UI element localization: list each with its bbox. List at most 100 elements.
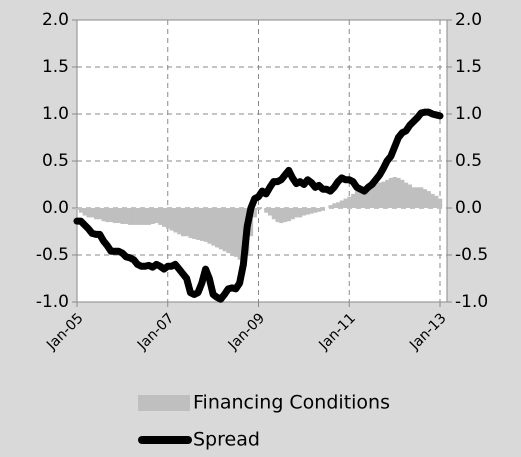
bar — [328, 205, 333, 208]
bar — [309, 208, 314, 214]
bar — [150, 208, 155, 224]
bar — [381, 181, 386, 208]
bar — [188, 208, 193, 239]
y-tick-label: 1.5 — [42, 57, 69, 77]
bar — [173, 208, 178, 233]
y-tick-label: 1.0 — [42, 104, 69, 124]
legend-label: Spread — [193, 429, 260, 451]
bar — [434, 195, 439, 208]
bar — [196, 208, 201, 240]
bar — [294, 208, 299, 218]
bar — [362, 187, 367, 208]
bar — [438, 198, 443, 208]
bar — [97, 208, 102, 220]
y2-tick-label: -1.0 — [455, 292, 488, 312]
y2-tick-label: 1.5 — [455, 57, 482, 77]
bar — [218, 208, 223, 250]
bar — [388, 177, 394, 208]
bar — [286, 208, 291, 222]
y2-tick-label: -0.5 — [455, 245, 488, 265]
y-tick-label: -1.0 — [36, 292, 69, 312]
bar — [112, 208, 118, 224]
x-tick-label: Jan-11 — [315, 310, 358, 353]
bar — [396, 177, 401, 208]
bar — [298, 208, 303, 218]
y2-tick-label: 0.5 — [455, 151, 482, 171]
x-tick-label: Jan-07 — [134, 310, 177, 353]
bar — [336, 202, 341, 208]
bar — [165, 208, 170, 229]
bar — [279, 208, 284, 224]
bar — [222, 208, 227, 252]
bar — [415, 187, 420, 208]
bar — [275, 208, 280, 223]
bar — [192, 208, 197, 240]
bar — [430, 193, 435, 208]
bar — [252, 208, 257, 218]
bar — [305, 208, 310, 215]
bar — [230, 208, 235, 255]
bar — [120, 208, 125, 224]
bar — [400, 179, 405, 208]
bar — [366, 187, 371, 208]
bar — [377, 182, 382, 208]
bar — [90, 208, 95, 218]
bar — [283, 208, 288, 223]
bar — [354, 191, 360, 208]
bar — [131, 208, 136, 225]
bar — [385, 179, 390, 208]
bar — [317, 208, 322, 212]
bar — [422, 189, 428, 208]
bar — [426, 191, 431, 208]
y2-tick-label: 2.0 — [455, 10, 482, 30]
y-tick-label: -0.5 — [36, 245, 69, 265]
bar — [370, 187, 375, 208]
bar — [226, 208, 231, 254]
line — [73, 108, 444, 303]
bar — [264, 208, 269, 213]
bar — [211, 208, 216, 246]
bar — [404, 182, 409, 208]
bar — [94, 208, 99, 220]
bar — [339, 200, 344, 208]
bar — [358, 189, 363, 208]
y-tick-label: 2.0 — [42, 10, 69, 30]
bar — [143, 208, 148, 225]
bar — [203, 208, 208, 242]
x-tick-label: Jan-05 — [43, 310, 86, 353]
bar — [199, 208, 204, 241]
bar — [109, 208, 114, 223]
bar — [78, 208, 83, 213]
y-tick-label: 0.5 — [42, 151, 69, 171]
bar — [373, 184, 378, 208]
bar — [313, 208, 318, 213]
bar — [124, 208, 129, 224]
bar — [180, 208, 186, 237]
bar — [116, 208, 121, 224]
bar — [392, 176, 397, 208]
bar — [154, 208, 159, 224]
bar — [128, 208, 133, 225]
bar — [343, 198, 348, 208]
bar — [301, 208, 307, 216]
legend-label: Financing Conditions — [193, 392, 390, 414]
x-tick-label: Jan-13 — [406, 310, 449, 353]
bar — [139, 208, 144, 225]
bar — [267, 208, 273, 216]
bar — [169, 208, 174, 231]
bar — [207, 208, 212, 244]
bar — [105, 208, 110, 223]
x-tick-label: Jan-09 — [225, 310, 268, 353]
bar — [158, 208, 163, 225]
bar — [237, 208, 242, 260]
bar — [82, 208, 87, 216]
y2-tick-label: 1.0 — [455, 104, 482, 124]
bar — [135, 208, 140, 225]
bar — [233, 208, 239, 257]
y-tick-label: 0.0 — [42, 198, 69, 218]
bar — [411, 187, 416, 208]
bar — [290, 208, 295, 220]
bar — [271, 208, 276, 220]
bar — [75, 208, 80, 210]
